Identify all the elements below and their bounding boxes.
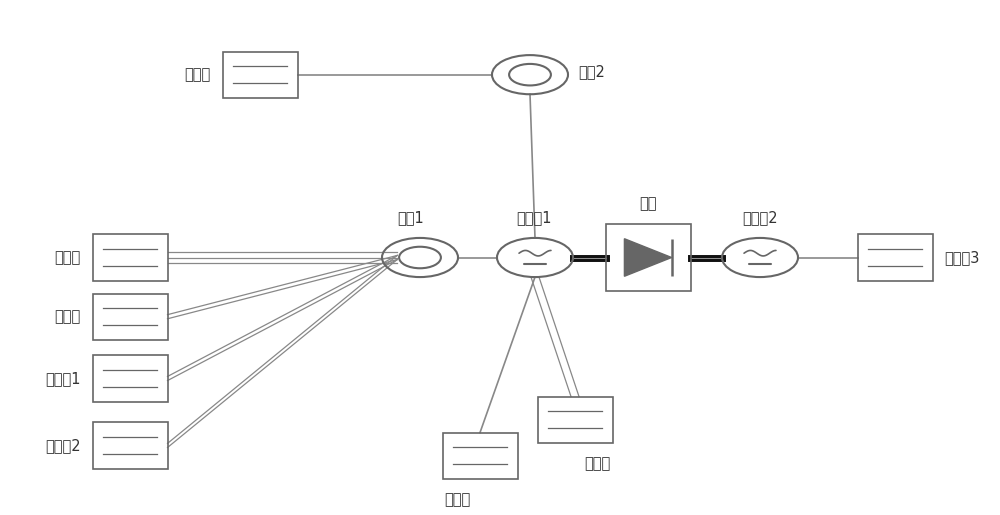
Bar	[858, 234, 932, 281]
Text: 节点2: 节点2	[578, 64, 605, 80]
Text: 换流站1: 换流站1	[516, 210, 552, 225]
Text: 等値机2: 等値机2	[45, 438, 80, 453]
Text: 电厂１: 电厂１	[54, 250, 80, 265]
Bar	[538, 397, 612, 443]
Text: 电厂３: 电厂３	[444, 492, 471, 507]
Bar	[92, 422, 168, 469]
Bar	[222, 52, 298, 98]
Bar	[606, 224, 690, 291]
Text: 换流站2: 换流站2	[742, 210, 778, 225]
Text: 节点1: 节点1	[397, 210, 424, 225]
Bar	[92, 294, 168, 340]
Bar	[442, 433, 518, 479]
Text: 电厂４: 电厂４	[584, 456, 611, 471]
Bar	[92, 355, 168, 402]
Text: 电厂５: 电厂５	[184, 67, 210, 82]
Bar	[92, 234, 168, 281]
Polygon shape	[624, 239, 672, 276]
Text: 等値机1: 等値机1	[45, 371, 80, 386]
Text: 直流: 直流	[639, 196, 657, 211]
Text: 等値机3: 等値机3	[944, 250, 980, 265]
Text: 电厂２: 电厂２	[54, 309, 80, 324]
